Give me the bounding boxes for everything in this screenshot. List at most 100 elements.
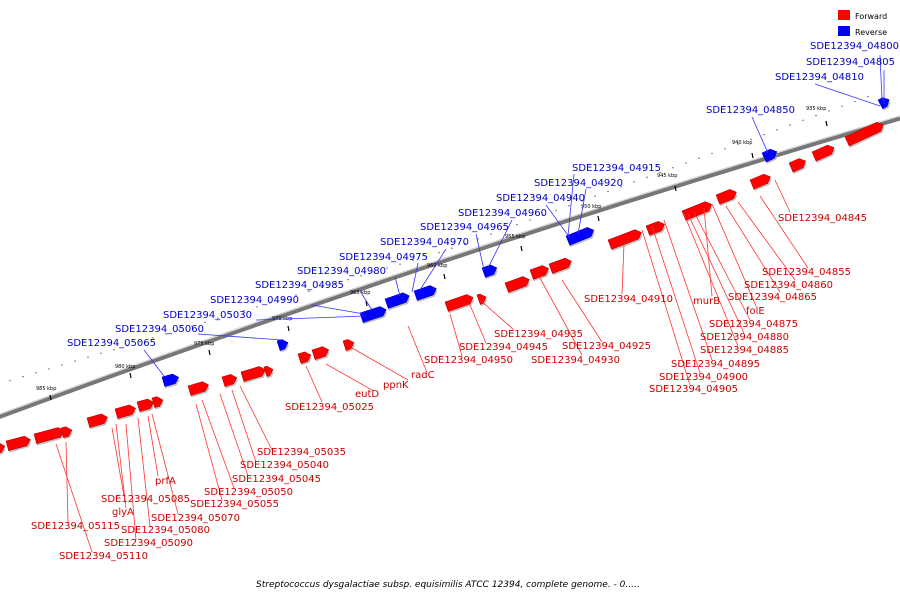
gene-arrow[interactable] bbox=[413, 284, 439, 303]
gene-label[interactable]: SDE12394_04970 bbox=[380, 237, 469, 248]
scale-dot bbox=[100, 352, 102, 355]
label-connector bbox=[111, 427, 125, 497]
gene-label[interactable]: SDE12394_04800 bbox=[810, 41, 899, 52]
scale-dot bbox=[503, 228, 505, 231]
gene-arrow[interactable] bbox=[311, 345, 331, 362]
gene-arrow[interactable] bbox=[548, 256, 574, 276]
gene-label[interactable]: SDE12394_05045 bbox=[232, 474, 321, 485]
gene-label[interactable]: SDE12394_05060 bbox=[115, 324, 204, 335]
gene-arrow[interactable] bbox=[359, 305, 388, 325]
gene-label[interactable]: SDE12394_04865 bbox=[728, 292, 817, 303]
gene-label[interactable]: SDE12394_04935 bbox=[494, 329, 583, 340]
gene-arrow[interactable] bbox=[114, 403, 138, 421]
gene-label[interactable]: SDE12394_04945 bbox=[459, 342, 548, 353]
label-connector bbox=[147, 415, 159, 477]
gene-arrow[interactable] bbox=[645, 220, 667, 238]
gene-arrow[interactable] bbox=[187, 380, 211, 398]
gene-label[interactable]: SDE12394_05040 bbox=[240, 460, 329, 471]
gene-label[interactable]: SDE12394_05050 bbox=[204, 487, 293, 498]
gene-arrow[interactable] bbox=[276, 338, 290, 353]
gene-arrow[interactable] bbox=[221, 373, 239, 389]
gene-label[interactable]: radC bbox=[411, 370, 435, 381]
scale-dot bbox=[334, 282, 336, 285]
gene-arrow[interactable] bbox=[681, 200, 714, 223]
gene-label[interactable]: SDE12394_04860 bbox=[744, 280, 833, 291]
gene-label[interactable]: SDE12394_04900 bbox=[659, 372, 748, 383]
gene-arrow[interactable] bbox=[715, 188, 739, 207]
gene-label[interactable]: eutD bbox=[355, 389, 379, 400]
gene-label[interactable]: SDE12394_04905 bbox=[649, 384, 738, 395]
gene-label[interactable]: SDE12394_05090 bbox=[104, 538, 193, 549]
gene-arrow[interactable] bbox=[504, 275, 532, 295]
scale-dot bbox=[425, 255, 427, 258]
gene-label[interactable]: folE bbox=[746, 306, 765, 317]
gene-label[interactable]: SDE12394_04810 bbox=[775, 72, 864, 83]
gene-arrow[interactable] bbox=[481, 263, 499, 280]
gene-arrow[interactable] bbox=[844, 120, 886, 148]
gene-arrow[interactable] bbox=[151, 395, 165, 410]
gene-label[interactable]: SDE12394_04915 bbox=[572, 163, 661, 174]
gene-label[interactable]: glyA bbox=[112, 507, 134, 518]
gene-arrow[interactable] bbox=[444, 293, 475, 314]
gene-arrow[interactable] bbox=[5, 435, 32, 453]
gene-arrow[interactable] bbox=[263, 365, 275, 379]
gene-arrow[interactable] bbox=[476, 292, 488, 307]
gene-label[interactable]: SDE12394_04895 bbox=[671, 359, 760, 370]
gene-label[interactable]: SDE12394_04875 bbox=[709, 319, 798, 330]
gene-arrow[interactable] bbox=[240, 365, 267, 384]
gene-label[interactable]: SDE12394_05055 bbox=[190, 499, 279, 510]
gene-label[interactable]: SDE12394_04965 bbox=[420, 222, 509, 233]
gene-label[interactable]: SDE12394_04845 bbox=[778, 213, 867, 224]
gene-arrow[interactable] bbox=[86, 412, 110, 430]
gene-arrow[interactable] bbox=[60, 425, 74, 440]
gene-label[interactable]: murB bbox=[693, 296, 720, 307]
gene-label[interactable]: SDE12394_04990 bbox=[210, 295, 299, 306]
gene-label[interactable]: SDE12394_05025 bbox=[285, 402, 374, 413]
gene-label[interactable]: SDE12394_04930 bbox=[531, 355, 620, 366]
gene-label[interactable]: SDE12394_04880 bbox=[700, 332, 789, 343]
gene-label[interactable]: SDE12394_05110 bbox=[59, 551, 148, 562]
gene-arrow[interactable] bbox=[565, 226, 596, 248]
gene-label[interactable]: SDE12394_04980 bbox=[297, 266, 386, 277]
gene-label[interactable]: SDE12394_05085 bbox=[101, 494, 190, 505]
gene-arrow[interactable] bbox=[529, 264, 551, 282]
gene-arrow[interactable] bbox=[384, 291, 412, 311]
gene-label[interactable]: SDE12394_04925 bbox=[562, 341, 651, 352]
gene-label[interactable]: SDE12394_04950 bbox=[424, 355, 513, 366]
scale-dot bbox=[35, 372, 37, 374]
gene-label[interactable]: SDE12394_05070 bbox=[151, 513, 240, 524]
gene-label[interactable]: SDE12394_04985 bbox=[255, 280, 344, 291]
gene-arrow[interactable] bbox=[761, 147, 780, 164]
gene-label[interactable]: SDE12394_04850 bbox=[706, 105, 795, 116]
gene-label[interactable]: SDE12394_05080 bbox=[121, 525, 210, 536]
gene-arrow[interactable] bbox=[161, 373, 181, 389]
gene-label[interactable]: SDE12394_04910 bbox=[584, 294, 673, 305]
gene-label[interactable]: SDE12394_05035 bbox=[257, 447, 346, 458]
gene-label[interactable]: SDE12394_04920 bbox=[534, 178, 623, 189]
gene-label[interactable]: SDE12394_05115 bbox=[31, 521, 120, 532]
scale-dot bbox=[269, 302, 271, 304]
gene-arrow[interactable] bbox=[788, 156, 808, 174]
gene-label[interactable]: SDE12394_04940 bbox=[496, 193, 585, 204]
gene-arrow[interactable] bbox=[136, 398, 156, 414]
gene-label[interactable]: ppnK bbox=[383, 380, 409, 391]
gene-label[interactable]: SDE12394_04855 bbox=[762, 267, 851, 278]
gene-arrow[interactable] bbox=[607, 228, 644, 252]
gene-label[interactable]: SDE12394_04960 bbox=[458, 208, 547, 219]
genome-backbone-highlight bbox=[0, 115, 900, 415]
scale-dot bbox=[438, 251, 440, 254]
gene-label[interactable]: SDE12394_04885 bbox=[700, 345, 789, 356]
gene-label[interactable]: SDE12394_05030 bbox=[163, 310, 252, 321]
gene-arrow[interactable] bbox=[877, 95, 892, 111]
gene-arrow[interactable] bbox=[749, 172, 773, 192]
gene-arrow[interactable] bbox=[811, 143, 837, 163]
gene-arrow[interactable] bbox=[342, 338, 356, 353]
scale-tick-label: 980 kbp bbox=[115, 364, 135, 370]
gene-arrow[interactable] bbox=[297, 350, 313, 366]
gene-arrow[interactable] bbox=[0, 441, 7, 456]
gene-label[interactable]: prfA bbox=[155, 476, 176, 487]
scale-dot bbox=[321, 286, 323, 289]
gene-label[interactable]: SDE12394_05065 bbox=[67, 338, 156, 349]
gene-label[interactable]: SDE12394_04975 bbox=[339, 252, 428, 263]
gene-label[interactable]: SDE12394_04805 bbox=[806, 57, 895, 68]
